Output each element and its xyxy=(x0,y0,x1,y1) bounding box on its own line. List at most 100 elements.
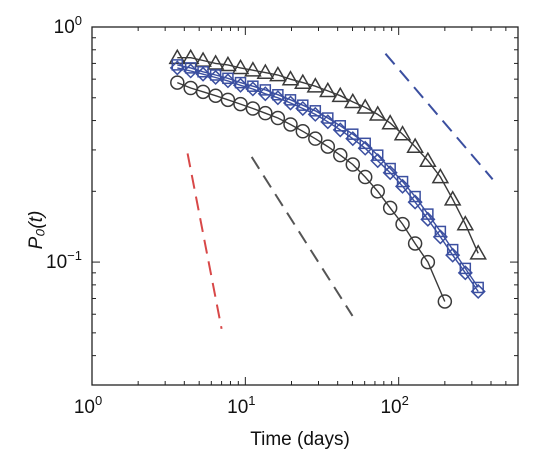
data-point xyxy=(247,80,259,92)
reference-line xyxy=(250,156,354,317)
data-point xyxy=(343,92,362,109)
series-circle xyxy=(170,75,453,309)
reference-lines xyxy=(186,53,494,330)
data-point xyxy=(171,59,184,71)
data-point xyxy=(309,105,322,117)
data-point xyxy=(320,139,336,154)
data-point xyxy=(308,131,323,146)
data-point xyxy=(357,140,373,156)
data-point xyxy=(306,77,325,93)
data-point xyxy=(393,125,412,141)
data-point xyxy=(270,90,286,106)
data-point xyxy=(245,81,261,97)
data-point xyxy=(284,94,297,106)
data-point xyxy=(272,88,284,101)
data-point xyxy=(345,157,361,172)
data-point xyxy=(258,105,273,121)
data-point xyxy=(322,112,334,124)
data-point xyxy=(332,122,348,138)
data-point xyxy=(420,254,436,270)
plot-frame xyxy=(91,26,519,386)
data-point xyxy=(233,96,248,112)
x-tick-label: 100 xyxy=(74,393,102,418)
data-point xyxy=(357,169,373,185)
data-point xyxy=(195,66,211,82)
data-point xyxy=(295,100,311,117)
data-point xyxy=(381,114,399,130)
data-point xyxy=(370,184,385,199)
data-point xyxy=(295,124,311,139)
data-point xyxy=(331,86,350,103)
data-point xyxy=(232,77,249,93)
data-point xyxy=(456,215,475,231)
data-point xyxy=(333,147,348,163)
y-axis-label: P₀(t) xyxy=(26,211,47,250)
data-point xyxy=(419,151,437,168)
x-tick-label: 102 xyxy=(380,393,408,418)
series-line xyxy=(177,67,479,292)
data-point xyxy=(294,73,312,89)
data-point xyxy=(382,165,398,181)
data-point xyxy=(184,62,197,74)
data-point xyxy=(234,76,247,89)
series-layer xyxy=(168,48,487,309)
data-point xyxy=(220,73,236,89)
data-point xyxy=(394,178,411,194)
reference-line xyxy=(186,153,223,330)
tick-labels: 100 101 102 100 10−1 xyxy=(46,13,409,418)
data-point xyxy=(245,101,261,116)
data-point xyxy=(345,131,361,147)
data-point xyxy=(334,120,347,132)
data-point xyxy=(169,60,185,76)
data-point xyxy=(443,190,462,206)
data-point xyxy=(220,92,236,108)
data-point xyxy=(407,194,423,210)
series-line xyxy=(177,64,479,288)
data-point xyxy=(259,84,272,96)
data-point xyxy=(231,58,250,75)
data-point xyxy=(445,247,461,263)
data-point xyxy=(356,98,375,114)
data-point xyxy=(368,105,387,121)
data-point xyxy=(431,168,450,184)
data-point xyxy=(320,114,336,130)
data-point xyxy=(469,244,487,260)
data-point xyxy=(282,95,299,111)
data-point xyxy=(208,69,224,86)
data-point xyxy=(319,81,337,98)
data-point xyxy=(222,72,234,85)
data-point xyxy=(281,70,300,86)
data-point xyxy=(420,211,436,227)
data-point xyxy=(283,117,298,132)
data-point xyxy=(395,216,410,232)
axis-ticks xyxy=(91,26,519,386)
data-point xyxy=(307,106,323,122)
series-diamond xyxy=(169,60,486,300)
data-point xyxy=(244,61,262,77)
reference-line xyxy=(384,53,494,180)
series-line xyxy=(177,57,479,254)
data-point xyxy=(170,75,185,90)
series-triangle xyxy=(168,48,487,260)
data-point xyxy=(370,153,386,169)
data-point xyxy=(183,63,199,79)
data-point xyxy=(269,65,287,82)
y-tick-label: 10−1 xyxy=(46,248,82,273)
data-point xyxy=(407,236,423,251)
data-point xyxy=(432,229,448,245)
data-point xyxy=(206,54,225,70)
data-point xyxy=(470,283,486,300)
data-point xyxy=(219,55,237,72)
data-point xyxy=(406,137,424,153)
data-point xyxy=(256,63,275,79)
data-point xyxy=(181,48,200,65)
y-tick-label: 100 xyxy=(54,13,82,38)
data-point xyxy=(168,48,187,65)
data-point xyxy=(472,281,484,294)
data-point xyxy=(437,294,453,309)
data-point xyxy=(382,200,398,216)
x-tick-label: 101 xyxy=(227,393,255,418)
x-axis-label: Time (days) xyxy=(250,429,350,450)
data-point xyxy=(297,99,309,111)
